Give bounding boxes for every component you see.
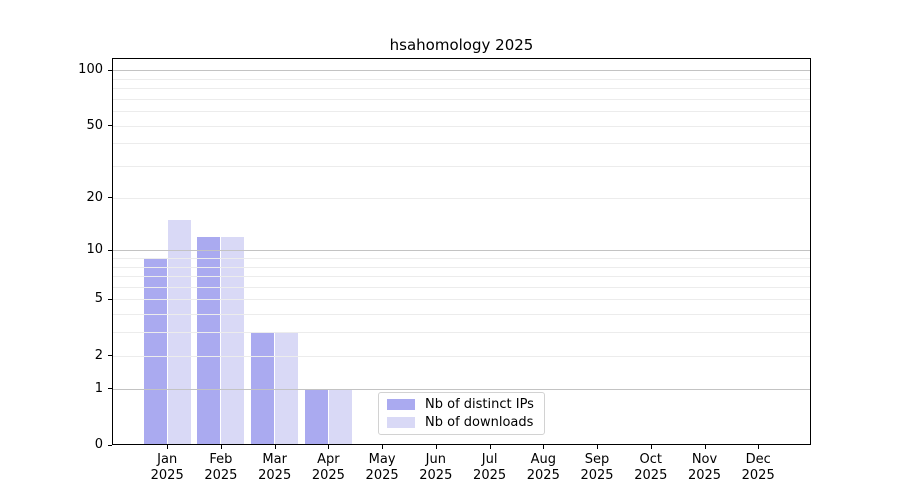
- y-gridline-minor-8: [112, 266, 811, 268]
- x-label-oct: Oct 2025: [634, 452, 668, 483]
- legend: Nb of distinct IPs Nb of downloads: [378, 392, 545, 435]
- x-tick-may: [382, 445, 384, 449]
- plot-frame: [112, 58, 811, 445]
- x-label-feb: Feb 2025: [204, 452, 238, 483]
- x-label-aug: Aug 2025: [526, 452, 560, 483]
- y-gridline-minor-30: [112, 166, 811, 167]
- y-tick-100: [108, 69, 112, 71]
- y-label-5: 5: [94, 291, 103, 307]
- y-gridline-minor-3: [112, 332, 811, 334]
- y-gridline-minor-80: [112, 87, 811, 89]
- x-label-jun: Jun 2025: [419, 452, 453, 483]
- y-tick-50: [108, 125, 112, 126]
- y-gridline-minor-90: [112, 78, 811, 80]
- y-label-0: 0: [94, 437, 103, 452]
- y-gridline-major-1: [112, 388, 811, 390]
- y-tick-5: [108, 298, 112, 300]
- y-gridline-minor-40: [112, 143, 811, 145]
- x-tick-jul: [489, 445, 491, 449]
- x-tick-feb: [220, 445, 222, 449]
- y-label-50: 50: [86, 117, 103, 133]
- x-tick-nov: [704, 445, 706, 449]
- legend-label-downloads: Nb of downloads: [425, 415, 534, 430]
- y-tick-2: [108, 355, 112, 357]
- y-label-1: 1: [94, 380, 103, 396]
- y-gridline-minor-20: [112, 197, 811, 199]
- bar-downloads-feb: [221, 236, 245, 445]
- x-tick-sep: [597, 445, 598, 449]
- x-tick-dec: [758, 445, 760, 449]
- y-label-20: 20: [86, 189, 103, 205]
- chart-title: hsahomology 2025: [389, 36, 534, 54]
- legend-item-distinct-ips: Nb of distinct IPs: [387, 397, 534, 412]
- x-label-may: May 2025: [365, 452, 399, 483]
- x-label-jul: Jul 2025: [473, 452, 507, 483]
- x-tick-aug: [543, 445, 545, 449]
- y-gridline-minor-4: [112, 314, 811, 316]
- x-tick-apr: [328, 445, 330, 449]
- y-label-100: 100: [78, 62, 103, 77]
- y-tick-1: [108, 388, 112, 390]
- x-label-dec: Dec 2025: [741, 452, 775, 483]
- x-label-jan: Jan 2025: [150, 452, 184, 483]
- y-gridline-minor-60: [112, 111, 811, 112]
- y-gridline-minor-7: [112, 276, 811, 277]
- y-gridline-minor-70: [112, 98, 811, 100]
- x-label-mar: Mar 2025: [258, 452, 292, 483]
- x-label-apr: Apr 2025: [311, 452, 345, 483]
- x-tick-mar: [274, 445, 276, 449]
- y-label-10: 10: [86, 242, 103, 258]
- bar-downloads-apr: [328, 388, 352, 445]
- y-gridline-minor-5: [112, 299, 811, 301]
- y-gridline-minor-9: [112, 257, 811, 259]
- x-tick-jan: [167, 445, 169, 449]
- x-tick-jun: [435, 445, 437, 449]
- y-tick-20: [108, 197, 112, 199]
- y-gridline-minor-50: [112, 125, 811, 127]
- legend-swatch-distinct-ips: [387, 399, 415, 410]
- y-tick-0: [108, 444, 112, 446]
- x-label-sep: Sep 2025: [580, 452, 614, 483]
- y-tick-10: [108, 249, 112, 251]
- y-gridline-major-10: [112, 250, 811, 252]
- y-gridline-minor-6: [112, 286, 811, 288]
- y-gridline-minor-2: [112, 355, 811, 357]
- bar-distinct-ips-jan: [143, 257, 167, 445]
- bar-distinct-ips-feb: [197, 236, 221, 445]
- legend-item-downloads: Nb of downloads: [387, 415, 534, 430]
- legend-swatch-downloads: [387, 417, 415, 428]
- bar-distinct-ips-apr: [304, 388, 328, 445]
- x-tick-oct: [650, 445, 652, 449]
- y-gridline-major-100: [112, 70, 811, 71]
- legend-label-distinct-ips: Nb of distinct IPs: [425, 397, 534, 412]
- y-label-2: 2: [94, 347, 103, 363]
- x-label-nov: Nov 2025: [687, 452, 722, 483]
